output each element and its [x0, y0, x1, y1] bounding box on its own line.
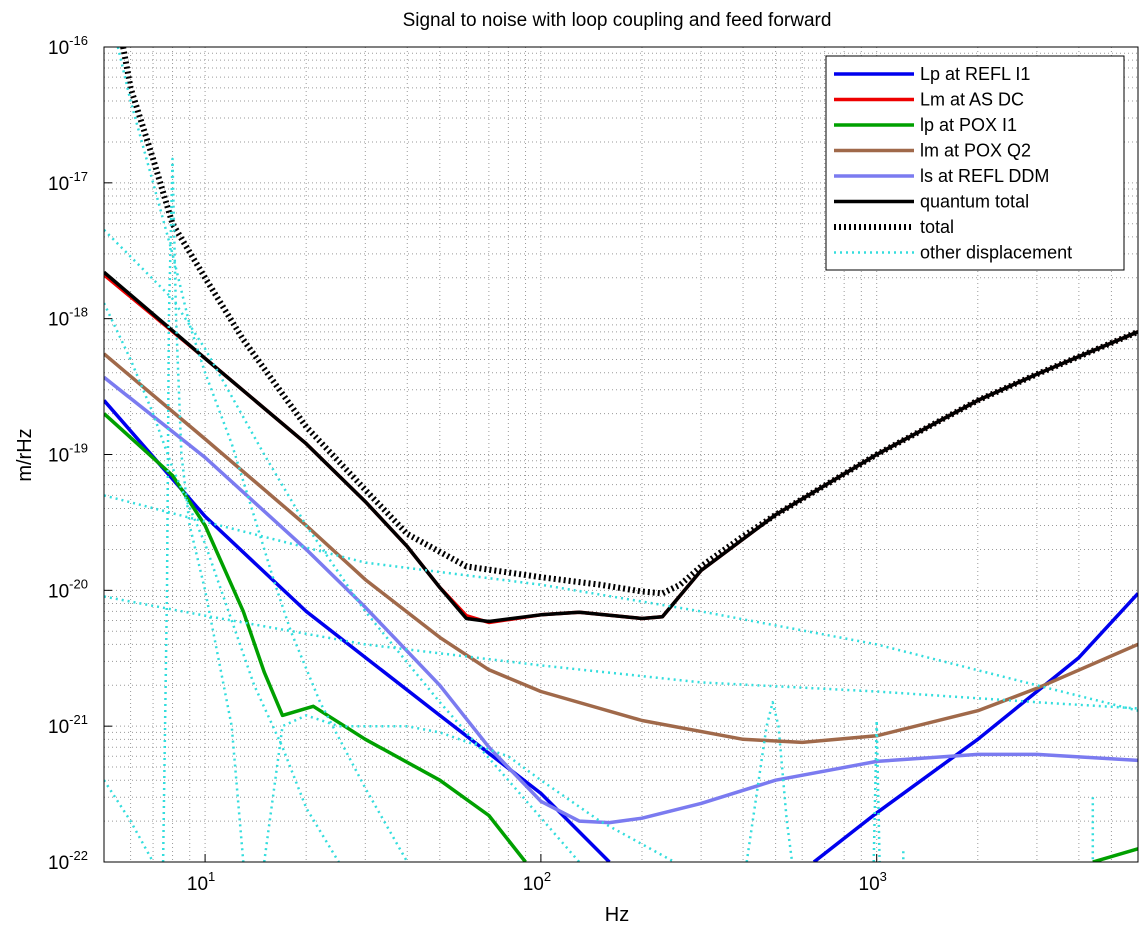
y-tick-base: 10	[48, 853, 69, 874]
series-line-8	[120, 47, 1138, 597]
series-line-9	[104, 229, 581, 862]
x-tick-label: 103	[859, 869, 887, 895]
series-line-14	[104, 779, 155, 862]
y-tick-label: 10-16	[48, 33, 88, 59]
y-tick-base: 10	[48, 310, 69, 331]
y-tick-base: 10	[48, 38, 69, 59]
y-tick-base: 10	[48, 581, 69, 602]
y-tick-label: 10-17	[48, 169, 88, 195]
series-line-7	[104, 270, 1138, 624]
x-tick-exp: 2	[544, 869, 551, 884]
y-tick-label: 10-21	[48, 712, 88, 738]
tick-layer: 101 102 10310-2210-2110-2010-1910-1810-171…	[48, 33, 887, 895]
y-tick-exp: -16	[69, 33, 88, 48]
y-tick-exp: -18	[69, 305, 88, 320]
legend-label: lm at POX Q2	[920, 141, 1031, 161]
x-tick-label: 101	[187, 869, 215, 895]
y-tick-label: 10-22	[48, 848, 88, 874]
y-tick-base: 10	[48, 174, 69, 195]
y-tick-exp: -22	[69, 848, 88, 863]
legend-box	[825, 55, 1125, 271]
y-tick-label: 10-18	[48, 305, 88, 331]
x-tick-label: 102	[523, 869, 551, 895]
y-tick-base: 10	[48, 446, 69, 467]
series-line-3	[104, 412, 527, 862]
series-line-17	[745, 700, 794, 862]
legend-label: total	[920, 217, 954, 237]
grid	[103, 46, 1139, 863]
legend-label: Lm at AS DC	[920, 90, 1024, 110]
y-tick-label: 10-19	[48, 441, 88, 467]
legend-label: Lp at REFL I1	[920, 64, 1030, 84]
series-line-16	[262, 714, 676, 862]
legend-label: ls at REFL DDM	[920, 166, 1049, 186]
legend-label: other displacement	[920, 243, 1072, 263]
x-axis-label: Hz	[605, 904, 629, 926]
y-tick-exp: -19	[69, 441, 88, 456]
legend: Lp at REFL I1 Lm at AS DC lp at POX I1 lm a…	[825, 55, 1125, 271]
series-line-5	[104, 352, 1138, 745]
series-line-15	[161, 157, 245, 862]
y-tick-exp: -20	[69, 576, 88, 591]
y-tick-label: 10-20	[48, 576, 88, 602]
legend-label: quantum total	[920, 192, 1029, 212]
series-line-13	[104, 302, 340, 862]
legend-label: lp at POX I1	[920, 115, 1017, 135]
series-line-18	[872, 719, 881, 862]
series-line-6	[104, 375, 1138, 825]
series-line-1	[812, 592, 1138, 862]
y-tick-exp: -21	[69, 712, 88, 727]
chart-title: Signal to noise with loop coupling and f…	[403, 10, 832, 31]
x-tick-base: 10	[187, 874, 208, 895]
series-layer	[104, 47, 1138, 862]
series-line-10	[104, 494, 1138, 712]
x-tick-base: 10	[859, 874, 880, 895]
y-tick-exp: -17	[69, 169, 88, 184]
x-tick-exp: 3	[880, 869, 887, 884]
series-line-11	[104, 595, 1138, 710]
y-axis-label: m/rHz	[14, 428, 36, 481]
x-tick-base: 10	[523, 874, 544, 895]
series-line-4	[1092, 847, 1138, 862]
y-tick-base: 10	[48, 717, 69, 738]
x-tick-exp: 1	[208, 869, 215, 884]
